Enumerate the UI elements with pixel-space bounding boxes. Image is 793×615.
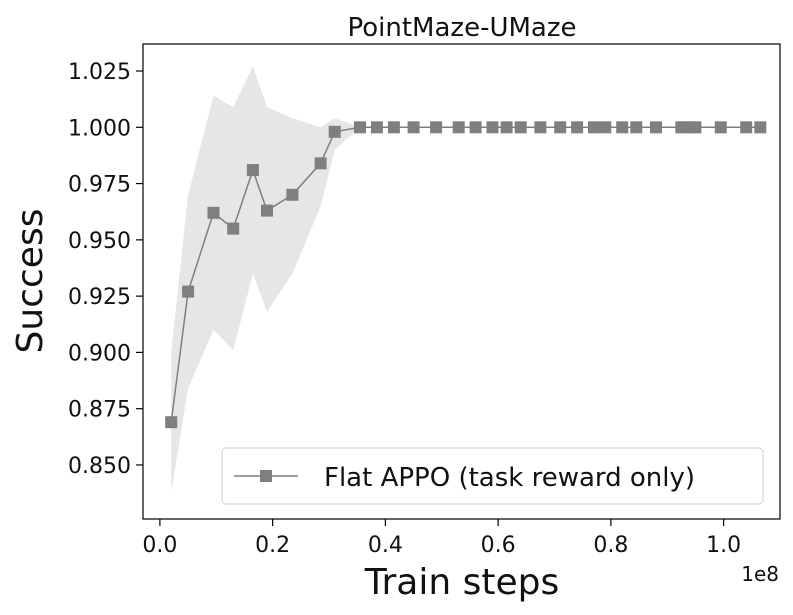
data-point (630, 121, 643, 134)
data-point (314, 157, 327, 170)
data-point (534, 121, 547, 134)
data-point (740, 121, 753, 134)
data-point (430, 121, 443, 134)
data-point (387, 121, 400, 134)
data-point (554, 121, 567, 134)
data-point (500, 121, 513, 134)
data-point (571, 121, 584, 134)
plot-frame (142, 43, 781, 520)
data-point (616, 121, 629, 134)
data-point (588, 121, 600, 134)
data-point (246, 164, 259, 177)
data-point (207, 206, 220, 219)
data-point (714, 121, 727, 134)
data-point (689, 121, 702, 134)
x-axis-label: Train steps (364, 562, 559, 603)
data-point (650, 121, 662, 134)
data-point (514, 121, 527, 134)
y-tick-label: 1.000 (68, 116, 131, 141)
data-point (599, 121, 612, 134)
legend: Flat APPO (task reward only) (221, 447, 764, 505)
legend-label: Flat APPO (task reward only) (324, 463, 695, 493)
data-point (165, 416, 178, 429)
data-point (407, 121, 420, 134)
y-axis-label: Success (10, 209, 51, 354)
plot-area (165, 66, 767, 492)
data-point (286, 188, 299, 201)
data-point (328, 125, 341, 138)
data-point (182, 285, 195, 298)
y-tick-label: 0.975 (68, 173, 131, 198)
y-axis: 0.850 0.875 0.900 0.925 0.950 0.975 1.000 1.025 (68, 60, 143, 479)
legend-box (221, 447, 764, 505)
x-tick-label: 0.8 (593, 533, 628, 558)
y-tick-label: 0.900 (68, 341, 131, 366)
chart-title: PointMaze-UMaze (348, 13, 577, 43)
x-tick-label: 0.0 (142, 533, 177, 558)
data-point (354, 121, 366, 134)
y-tick-label: 0.950 (68, 229, 131, 254)
y-tick-label: 1.025 (68, 60, 131, 85)
x-tick-label: 0.4 (368, 533, 403, 558)
data-point (486, 121, 499, 134)
x-tick-label: 0.6 (481, 533, 516, 558)
data-point (227, 222, 240, 235)
series-0-confidence-band (171, 66, 761, 492)
y-tick-label: 0.925 (68, 285, 131, 310)
x-axis: 0.0 0.2 0.4 0.6 0.8 1.0 (142, 519, 741, 558)
data-point (469, 121, 482, 134)
x-tick-label: 0.2 (255, 533, 290, 558)
data-point (261, 204, 273, 217)
y-tick-label: 0.875 (68, 398, 131, 423)
data-point (370, 121, 383, 134)
y-tick-label: 0.850 (68, 454, 131, 479)
data-point (452, 121, 465, 134)
x-tick-label: 1.0 (706, 533, 741, 558)
data-point (754, 121, 767, 134)
x-scale-label: 1e8 (741, 562, 779, 586)
legend-marker-icon (260, 470, 272, 482)
